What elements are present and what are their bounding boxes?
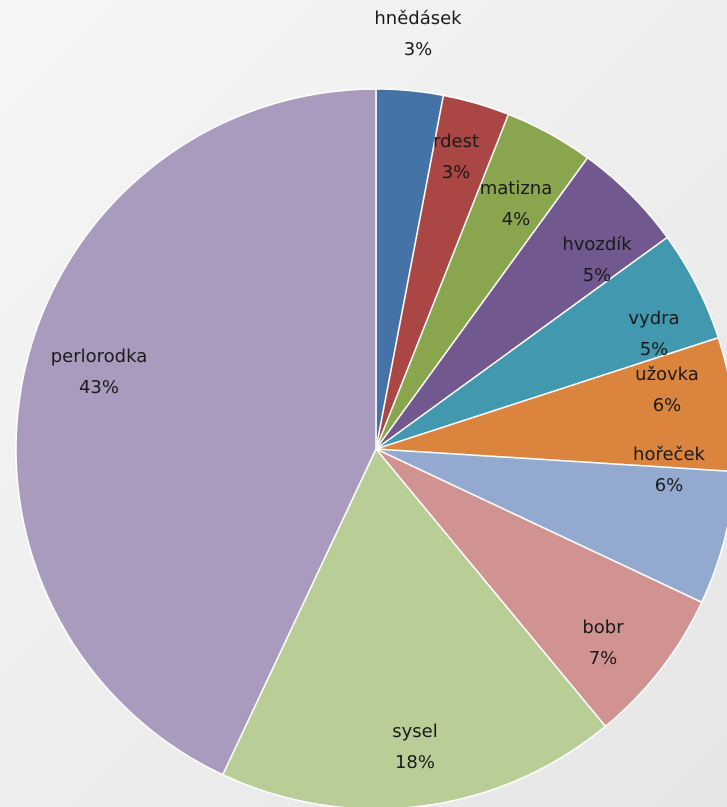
slice-category-label: bobr — [582, 617, 624, 638]
pie-slice-7 — [375, 448, 727, 604]
pie-slices — [15, 88, 727, 807]
slice-percent-label: 3% — [404, 39, 433, 60]
slice-percent-label: 43% — [79, 377, 119, 398]
slice-percent-label: 5% — [640, 339, 669, 360]
slice-category-label: hořeček — [633, 444, 705, 465]
slice-percent-label: 7% — [589, 648, 618, 669]
pie-slice-9 — [221, 447, 607, 807]
slice-category-label: perlorodka — [51, 346, 148, 367]
slice-percent-label: 5% — [583, 265, 612, 286]
pie-slice-8 — [375, 448, 703, 728]
pie-labels: hnědásek 3% rdest 3% matizna 4% hvozdík 5% vydra… — [51, 8, 706, 773]
slice-category-label: užovka — [635, 364, 699, 385]
slice-category-label: sysel — [392, 721, 437, 742]
slice-category-label: vydra — [628, 308, 679, 329]
pie-slice-10 — [15, 88, 377, 776]
slice-category-label: matizna — [480, 178, 553, 199]
slice-percent-label: 18% — [395, 752, 435, 773]
slice-category-label: rdest — [433, 131, 479, 152]
slice-percent-label: 3% — [442, 162, 471, 183]
slice-percent-label: 4% — [502, 209, 531, 230]
slice-percent-label: 6% — [655, 475, 684, 496]
slice-category-label: hvozdík — [562, 234, 632, 255]
pie-slice-6 — [375, 336, 727, 472]
slice-percent-label: 6% — [653, 395, 682, 416]
slice-category-label: hnědásek — [374, 8, 462, 29]
